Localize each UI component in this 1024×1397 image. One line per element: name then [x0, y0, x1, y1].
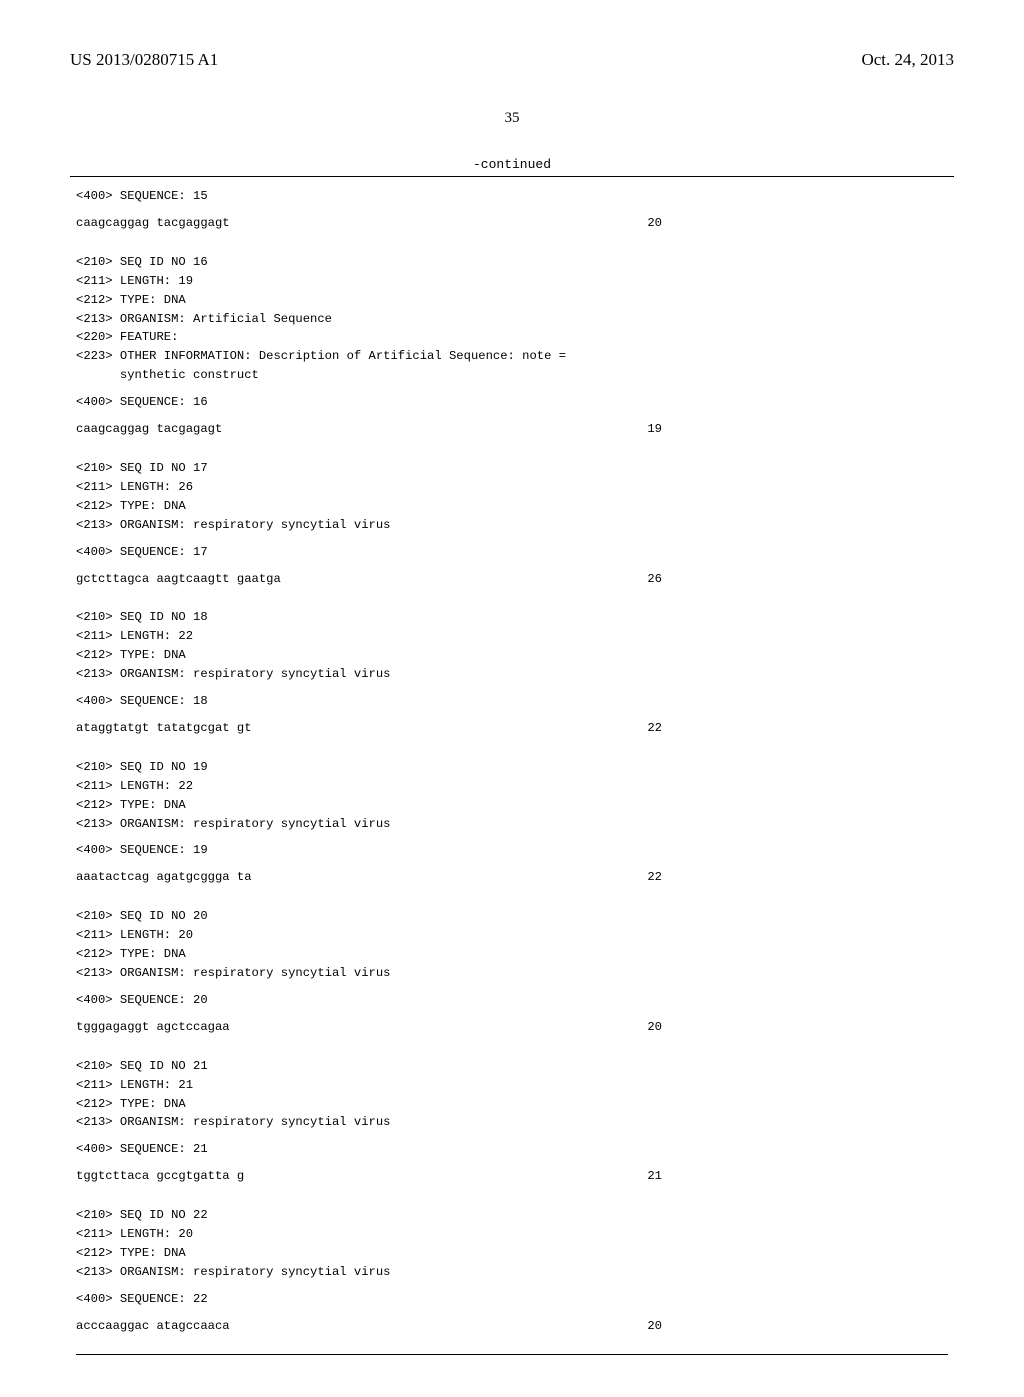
sequence-length: 26	[647, 570, 666, 589]
seq-header-line: <212> TYPE: DNA	[76, 1095, 948, 1114]
sequence-text: aaatactcag agatgcggga ta	[76, 868, 252, 887]
sequence-text: gctcttagca aagtcaagtt gaatga	[76, 570, 281, 589]
sequence-text: ataggtatgt tatatgcgat gt	[76, 719, 252, 738]
seq-row: tggtcttaca gccgtgatta g 21	[76, 1167, 666, 1186]
sequence-length: 21	[647, 1167, 666, 1186]
sequence-length: 22	[647, 719, 666, 738]
seq-header-line: <213> ORGANISM: respiratory syncytial vi…	[76, 815, 948, 834]
seq-header-line: <211> LENGTH: 21	[76, 1076, 948, 1095]
seq-row: ataggtatgt tatatgcgat gt 22	[76, 719, 666, 738]
sequence-text: tgggagaggt agctccagaa	[76, 1018, 230, 1037]
seq-header-line: <210> SEQ ID NO 18	[76, 608, 948, 627]
bottom-rule	[76, 1354, 948, 1355]
seq-header-line: <213> ORGANISM: respiratory syncytial vi…	[76, 1113, 948, 1132]
seq-header-line: <211> LENGTH: 26	[76, 478, 948, 497]
seq-header-line: <212> TYPE: DNA	[76, 1244, 948, 1263]
seq-row: gctcttagca aagtcaagtt gaatga 26	[76, 570, 666, 589]
seq-preamble: <400> SEQUENCE: 15	[76, 187, 948, 206]
seq-header-line: <212> TYPE: DNA	[76, 945, 948, 964]
seq-header-line: <210> SEQ ID NO 19	[76, 758, 948, 777]
seq-header-line: <210> SEQ ID NO 22	[76, 1206, 948, 1225]
sequence-text: caagcaggag tacgagagt	[76, 420, 222, 439]
seq-header-line: <211> LENGTH: 20	[76, 1225, 948, 1244]
seq-preamble: <400> SEQUENCE: 22	[76, 1290, 948, 1309]
seq-header-line: <211> LENGTH: 19	[76, 272, 948, 291]
continued-label: -continued	[70, 157, 954, 172]
seq-preamble: <400> SEQUENCE: 16	[76, 393, 948, 412]
seq-header-line: <211> LENGTH: 22	[76, 777, 948, 796]
page-header: US 2013/0280715 A1 Oct. 24, 2013	[70, 50, 954, 70]
seq-header-line: <212> TYPE: DNA	[76, 291, 948, 310]
sequence-text: caagcaggag tacgaggagt	[76, 214, 230, 233]
seq-preamble: <400> SEQUENCE: 21	[76, 1140, 948, 1159]
seq-header-line: <213> ORGANISM: respiratory syncytial vi…	[76, 516, 948, 535]
seq-header-line: <213> ORGANISM: Artificial Sequence	[76, 310, 948, 329]
seq-header-line: <210> SEQ ID NO 16	[76, 253, 948, 272]
seq-header-line: <223> OTHER INFORMATION: Description of …	[76, 347, 948, 366]
seq-header-line: <212> TYPE: DNA	[76, 646, 948, 665]
publication-number: US 2013/0280715 A1	[70, 50, 218, 70]
seq-header-line: <211> LENGTH: 22	[76, 627, 948, 646]
seq-header-line: <213> ORGANISM: respiratory syncytial vi…	[76, 964, 948, 983]
page-number: 35	[70, 110, 954, 127]
publication-date: Oct. 24, 2013	[861, 50, 954, 70]
seq-header-line: <220> FEATURE:	[76, 328, 948, 347]
seq-preamble: <400> SEQUENCE: 20	[76, 991, 948, 1010]
seq-header-line: <210> SEQ ID NO 21	[76, 1057, 948, 1076]
seq-header-line: <213> ORGANISM: respiratory syncytial vi…	[76, 1263, 948, 1282]
seq-preamble: <400> SEQUENCE: 19	[76, 841, 948, 860]
sequence-length: 20	[647, 214, 666, 233]
seq-header-line: <213> ORGANISM: respiratory syncytial vi…	[76, 665, 948, 684]
seq-header-line: <211> LENGTH: 20	[76, 926, 948, 945]
seq-row: caagcaggag tacgagagt 19	[76, 420, 666, 439]
seq-header-line: <212> TYPE: DNA	[76, 497, 948, 516]
sequence-length: 19	[647, 420, 666, 439]
sequence-listing-block: <400> SEQUENCE: 15 caagcaggag tacgaggagt…	[70, 176, 954, 1357]
seq-row: aaatactcag agatgcggga ta 22	[76, 868, 666, 887]
sequence-text: tggtcttaca gccgtgatta g	[76, 1167, 244, 1186]
page-container: US 2013/0280715 A1 Oct. 24, 2013 35 -con…	[0, 0, 1024, 1397]
seq-preamble: <400> SEQUENCE: 17	[76, 543, 948, 562]
sequence-length: 22	[647, 868, 666, 887]
seq-header-line: <210> SEQ ID NO 17	[76, 459, 948, 478]
seq-row: caagcaggag tacgaggagt 20	[76, 214, 666, 233]
seq-row: tgggagaggt agctccagaa 20	[76, 1018, 666, 1037]
seq-header-line: <212> TYPE: DNA	[76, 796, 948, 815]
sequence-length: 20	[647, 1018, 666, 1037]
seq-header-line: synthetic construct	[76, 366, 948, 385]
seq-preamble: <400> SEQUENCE: 18	[76, 692, 948, 711]
seq-header-line: <210> SEQ ID NO 20	[76, 907, 948, 926]
